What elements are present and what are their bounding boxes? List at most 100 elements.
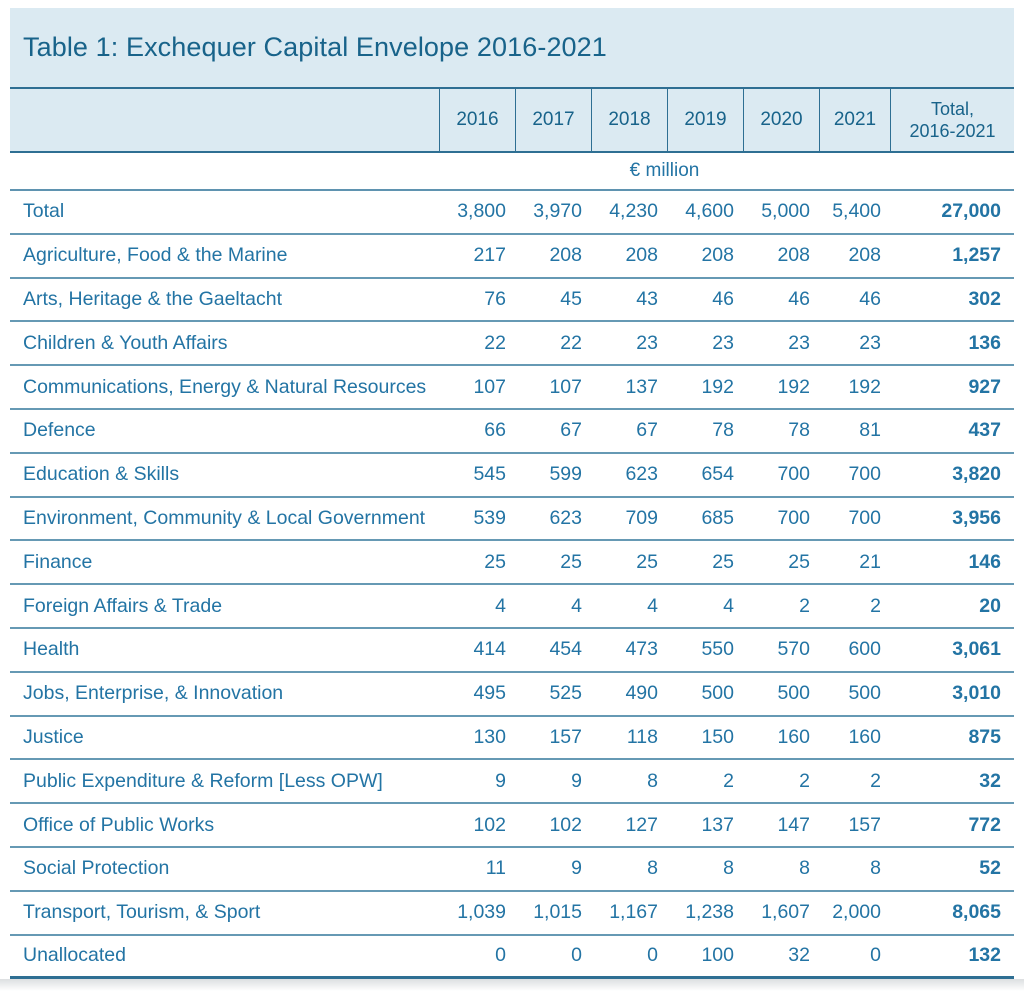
row-label: Social Protection (23, 857, 170, 880)
value-cell-2017: 25 (560, 550, 582, 573)
value-cell-2020: 8 (799, 857, 810, 880)
row-label: Arts, Heritage & the Gaeltacht (23, 287, 283, 310)
unit-row: € million (10, 153, 1014, 191)
value-cell-2018: 23 (636, 331, 658, 354)
row-total-cell: 27,000 (941, 200, 1001, 223)
column-header-2021: 2021 (819, 89, 890, 151)
row-label: Public Expenditure & Reform [Less OPW] (23, 769, 383, 792)
value-cell-2016: 22 (484, 331, 506, 354)
value-cell-2020: 147 (777, 813, 810, 836)
value-cell-2016: 102 (473, 813, 506, 836)
value-cell-2017: 22 (560, 331, 582, 354)
value-cell-2020: 25 (788, 550, 810, 573)
value-cell-2020: 2 (799, 594, 810, 617)
value-cell-2018: 137 (625, 375, 658, 398)
value-cell-2021: 2 (870, 769, 881, 792)
value-cell-2016: 495 (473, 682, 506, 705)
value-cell-2020: 1,607 (761, 901, 810, 924)
table-row: Arts, Heritage & the Gaeltacht 76 45 43 … (10, 278, 1014, 323)
table-row: Foreign Affairs & Trade 4 4 4 4 2 2 20 (10, 585, 1014, 629)
table-row: Children & Youth Affairs 22 22 23 23 23 … (10, 322, 1014, 367)
value-cell-2021: 0 (870, 944, 881, 967)
value-cell-2019: 8 (723, 857, 734, 880)
row-total-cell: 3,956 (952, 506, 1001, 529)
column-header-2016: 2016 (439, 89, 515, 151)
value-cell-2018: 8 (647, 857, 658, 880)
value-cell-2019: 192 (701, 375, 734, 398)
value-cell-2017: 599 (549, 463, 582, 486)
row-total-cell: 8,065 (952, 901, 1001, 924)
value-cell-2021: 2 (870, 594, 881, 617)
value-cell-2020: 2 (799, 769, 810, 792)
value-cell-2020: 78 (788, 419, 810, 442)
row-label: Environment, Community & Local Governmen… (23, 506, 426, 529)
exchequer-capital-table: Table 1: Exchequer Capital Envelope 2016… (10, 8, 1014, 980)
value-cell-2016: 1,039 (457, 901, 506, 924)
column-header-2017: 2017 (515, 89, 591, 151)
value-cell-2016: 9 (495, 769, 506, 792)
table-row: Finance 25 25 25 25 25 21 146 (10, 541, 1014, 586)
value-cell-2016: 545 (473, 463, 506, 486)
value-cell-2018: 1,167 (609, 901, 658, 924)
value-cell-2019: 78 (712, 419, 734, 442)
column-header-2020: 2020 (743, 89, 819, 151)
table-body: Total 3,800 3,970 4,230 4,600 5,000 5,40… (10, 191, 1014, 980)
value-cell-2021: 5,400 (832, 200, 881, 223)
value-cell-2019: 46 (712, 287, 734, 310)
table-header-row: 2016 2017 2018 2019 2020 2021 Total, 201… (10, 89, 1014, 153)
total-header-line2: 2016-2021 (909, 121, 996, 141)
table-row: Education & Skills 545 599 623 654 700 7… (10, 453, 1014, 498)
value-cell-2017: 525 (549, 682, 582, 705)
row-total-cell: 3,010 (952, 682, 1001, 705)
row-label: Finance (23, 550, 93, 573)
row-label: Office of Public Works (23, 813, 215, 836)
value-cell-2018: 4,230 (609, 200, 658, 223)
row-label: Jobs, Enterprise, & Innovation (23, 682, 284, 705)
value-cell-2017: 454 (549, 638, 582, 661)
value-cell-2020: 208 (777, 244, 810, 267)
value-cell-2016: 130 (473, 725, 506, 748)
table-title-band: Table 1: Exchequer Capital Envelope 2016… (10, 8, 1014, 89)
value-cell-2021: 81 (859, 419, 881, 442)
row-label: Agriculture, Food & the Marine (23, 244, 288, 267)
value-cell-2019: 4,600 (685, 200, 734, 223)
value-cell-2021: 46 (859, 287, 881, 310)
value-cell-2017: 107 (549, 375, 582, 398)
value-cell-2021: 2,000 (832, 901, 881, 924)
value-cell-2021: 8 (870, 857, 881, 880)
value-cell-2021: 500 (848, 682, 881, 705)
column-header-total: Total, 2016-2021 (890, 89, 1014, 151)
value-cell-2016: 3,800 (457, 200, 506, 223)
value-cell-2018: 127 (625, 813, 658, 836)
value-cell-2019: 25 (712, 550, 734, 573)
table-row: Unallocated 0 0 0 100 32 0 132 (10, 935, 1014, 980)
value-cell-2020: 5,000 (761, 200, 810, 223)
table-row: Defence 66 67 67 78 78 81 437 (10, 409, 1014, 454)
value-cell-2016: 107 (473, 375, 506, 398)
row-total-cell: 875 (968, 725, 1001, 748)
value-cell-2019: 2 (723, 769, 734, 792)
table-row: Communications, Energy & Natural Resourc… (10, 366, 1014, 410)
table-row: Transport, Tourism, & Sport 1,039 1,015 … (10, 891, 1014, 936)
value-cell-2018: 8 (647, 769, 658, 792)
value-cell-2018: 208 (625, 244, 658, 267)
value-cell-2019: 150 (701, 725, 734, 748)
column-header-2019: 2019 (667, 89, 743, 151)
value-cell-2019: 500 (701, 682, 734, 705)
header-label-spacer (10, 89, 439, 151)
table-row: Office of Public Works 102 102 127 137 1… (10, 804, 1014, 848)
value-cell-2018: 623 (625, 463, 658, 486)
value-cell-2019: 23 (712, 331, 734, 354)
value-cell-2019: 137 (701, 813, 734, 836)
value-cell-2017: 4 (571, 594, 582, 617)
value-cell-2021: 700 (848, 463, 881, 486)
value-cell-2016: 11 (485, 857, 506, 880)
row-label: Defence (23, 419, 96, 442)
value-cell-2020: 570 (777, 638, 810, 661)
value-cell-2019: 1,238 (685, 901, 734, 924)
value-cell-2021: 208 (848, 244, 881, 267)
value-cell-2018: 4 (647, 594, 658, 617)
value-cell-2017: 623 (549, 506, 582, 529)
value-cell-2021: 160 (848, 725, 881, 748)
